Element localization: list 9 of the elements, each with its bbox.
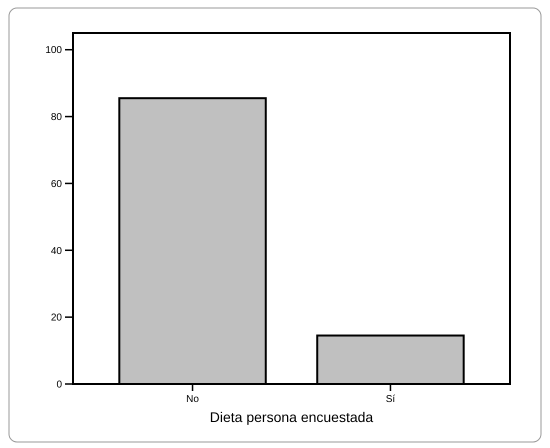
- y-tick-label: 60: [50, 178, 62, 190]
- y-tick-label: 40: [50, 246, 62, 257]
- x-tick-label: Sí: [386, 394, 396, 405]
- y-tick-label: 0: [56, 380, 62, 390]
- x-axis-title: Dieta persona encuestada: [210, 409, 374, 425]
- y-tick-label: 20: [50, 312, 62, 324]
- y-tick-label: 100: [45, 45, 62, 56]
- x-tick-label: No: [186, 394, 200, 405]
- y-tick-label: 80: [50, 112, 62, 124]
